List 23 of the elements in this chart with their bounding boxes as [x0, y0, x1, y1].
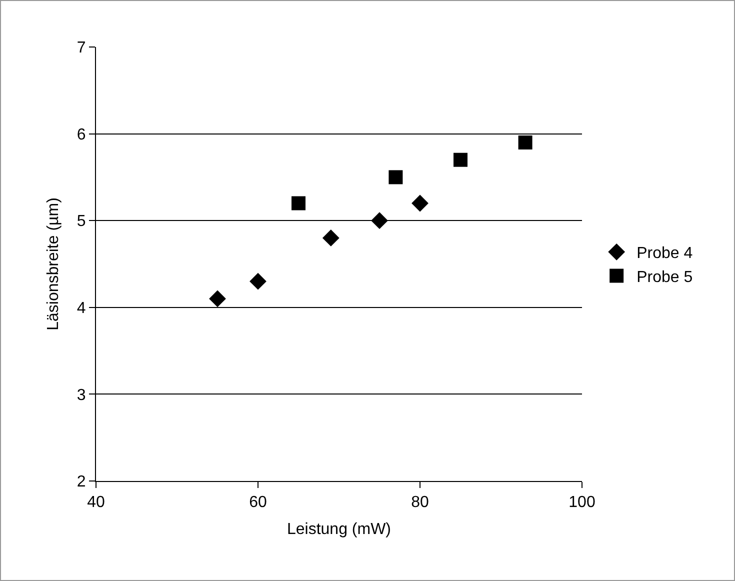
y-tick-label: 6 [76, 126, 86, 144]
y-tick-label: 3 [76, 386, 86, 404]
x-tick-label: 80 [411, 494, 429, 512]
point [371, 212, 388, 230]
point [388, 170, 403, 184]
x-tick-label: 100 [568, 494, 596, 512]
legend-label: Probe 5 [636, 268, 693, 286]
point [209, 290, 226, 308]
x-axis-title: Leistung (mW) [286, 520, 392, 538]
point [412, 194, 428, 212]
y-tick-label: 5 [76, 213, 86, 230]
y-tick-label: 4 [76, 300, 86, 317]
point [454, 152, 468, 167]
x-tick-label: 60 [249, 494, 267, 512]
point [250, 272, 266, 290]
legend-label: Probe 4 [636, 245, 693, 262]
point [292, 196, 306, 210]
y-axis-title: Läsionsbreite (µm) [44, 198, 62, 330]
x-tick-label: 40 [87, 494, 105, 512]
point [518, 135, 532, 150]
y-tick-label: 7 [76, 40, 86, 57]
y-tick-label: 2 [76, 474, 86, 491]
point [322, 230, 340, 246]
